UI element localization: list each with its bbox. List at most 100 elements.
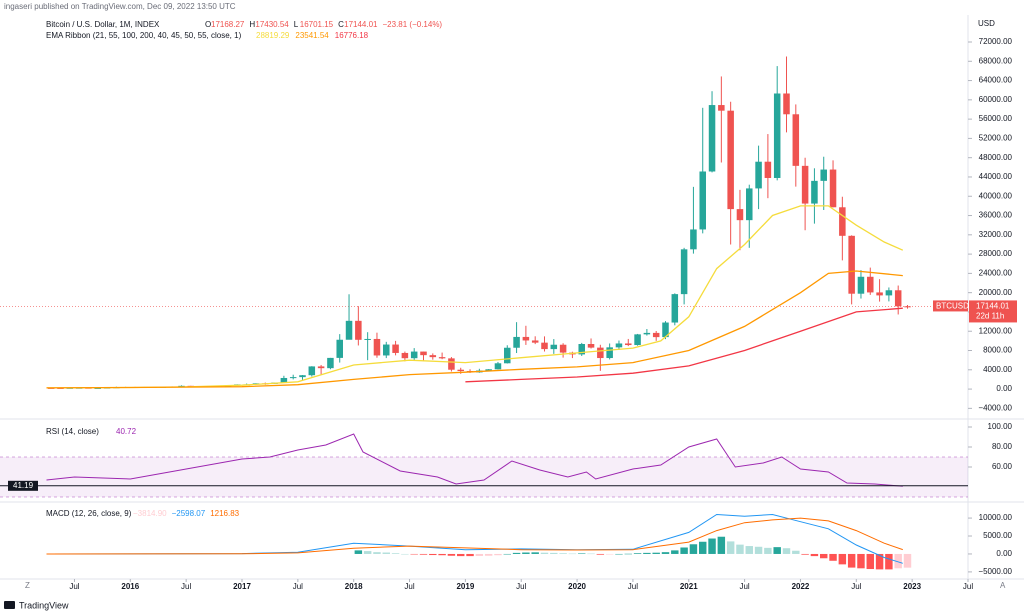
candle-body — [504, 347, 511, 364]
candle-body — [839, 207, 846, 236]
macd-value: −2598.07 — [172, 509, 206, 518]
candle-body — [522, 336, 530, 341]
macd-histogram-bar — [624, 553, 632, 555]
candle-body — [299, 375, 306, 378]
macd-histogram-bar — [466, 553, 474, 557]
candle-body — [867, 276, 874, 293]
macd-histogram-bar — [708, 538, 716, 554]
candle-body — [876, 292, 883, 296]
ohlc-value: 17430.54 — [255, 20, 289, 29]
y-tick-label: 12000.00 — [979, 326, 1013, 335]
y-tick-label: 40000.00 — [979, 191, 1013, 200]
candle-body — [736, 209, 744, 221]
ohlc-prefix: L — [294, 20, 299, 29]
log-toggle[interactable]: Z — [25, 581, 30, 590]
macd-histogram-bar — [745, 546, 753, 554]
y-tick-label: 80.00 — [992, 442, 1013, 451]
candle-body — [699, 171, 706, 230]
macd-histogram-bar — [522, 552, 530, 554]
candle-body — [773, 93, 781, 178]
y-tick-label: 5000.00 — [983, 531, 1012, 540]
macd-histogram-bar — [838, 553, 847, 565]
macd-histogram-bar — [503, 553, 511, 555]
candle-body — [280, 377, 288, 383]
candle-body — [513, 336, 520, 348]
candle-body — [671, 294, 679, 323]
y-tick-label: 28000.00 — [979, 249, 1013, 258]
candle-body — [615, 343, 623, 348]
macd-histogram-bar — [578, 553, 586, 554]
y-tick-label: 4000.00 — [983, 365, 1012, 374]
y-tick-label: 36000.00 — [979, 211, 1013, 220]
macd-histogram-bar — [699, 541, 707, 554]
macd-histogram-bar — [820, 553, 828, 559]
y-tick-label: 44000.00 — [979, 172, 1013, 181]
candle-body — [541, 342, 548, 350]
ema-line — [46, 205, 904, 389]
price-tag-value: 17144.01 — [976, 302, 1010, 311]
x-tick-label: Jul — [628, 582, 638, 591]
candle-body — [559, 344, 567, 353]
y-tick-label: 0.00 — [996, 384, 1012, 393]
candle-body — [829, 169, 837, 208]
candle-body — [438, 357, 446, 359]
macd-histogram-bar — [475, 553, 484, 556]
macd-line — [46, 517, 903, 555]
candle-body — [401, 352, 409, 359]
y-tick-label: 10000.00 — [979, 513, 1013, 522]
candle-body — [885, 290, 893, 296]
candle-body — [531, 340, 539, 343]
ohlc-value: 16701.15 — [300, 20, 334, 29]
macd-histogram-bar — [615, 553, 623, 555]
candle-body — [587, 344, 595, 348]
x-tick-label: Jul — [293, 582, 303, 591]
macd-histogram-bar — [391, 553, 400, 554]
macd-histogram-bar — [512, 552, 521, 554]
macd-histogram-bar — [866, 553, 874, 570]
brand-logo — [4, 601, 15, 609]
y-tick-label: 68000.00 — [979, 56, 1013, 65]
macd-value: 1216.83 — [210, 509, 239, 518]
x-tick-label: 2020 — [568, 582, 586, 591]
auto-toggle[interactable]: A — [1000, 581, 1006, 590]
macd-histogram-bar — [354, 550, 363, 554]
macd-histogram-bar — [596, 553, 605, 555]
x-tick-label: 2022 — [792, 582, 810, 591]
candle-body — [894, 290, 902, 307]
candle-body — [317, 366, 325, 369]
y-tick-label: 60000.00 — [979, 95, 1013, 104]
macd-histogram-bar — [457, 553, 465, 557]
candle-body — [708, 105, 716, 172]
chart-title: Bitcoin / U.S. Dollar, 1M, INDEX — [46, 20, 160, 29]
macd-hist-value: −3814.90 — [133, 509, 167, 518]
x-tick-label: Jul — [851, 582, 861, 591]
candle-body — [485, 369, 492, 371]
macd-histogram-bar — [857, 553, 865, 569]
y-tick-label: −5000.00 — [978, 567, 1012, 576]
macd-histogram-bar — [419, 553, 428, 555]
macd-histogram-bar — [643, 552, 651, 554]
macd-histogram-bar — [782, 548, 791, 554]
price-tag-countdown: 22d 11h — [976, 312, 1004, 321]
candle-body — [308, 366, 316, 376]
x-tick-label: Jul — [404, 582, 414, 591]
macd-histogram-bar — [438, 553, 446, 556]
macd-histogram-bar — [559, 553, 567, 554]
ema-line — [465, 307, 903, 383]
candle-body — [820, 169, 827, 181]
candle-body — [578, 344, 585, 355]
macd-histogram-bar — [736, 544, 744, 554]
macd-histogram-bar — [363, 551, 372, 554]
x-tick-label: Jul — [516, 582, 526, 591]
x-tick-label: Jul — [181, 582, 191, 591]
y-tick-label: 52000.00 — [979, 134, 1013, 143]
macd-histogram-bar — [754, 546, 763, 554]
brand: TradingView — [19, 600, 69, 610]
x-tick-label: Jul — [963, 582, 973, 591]
y-tick-label: 0.00 — [996, 549, 1012, 558]
candle-body — [597, 347, 604, 359]
candle-body — [764, 161, 772, 178]
